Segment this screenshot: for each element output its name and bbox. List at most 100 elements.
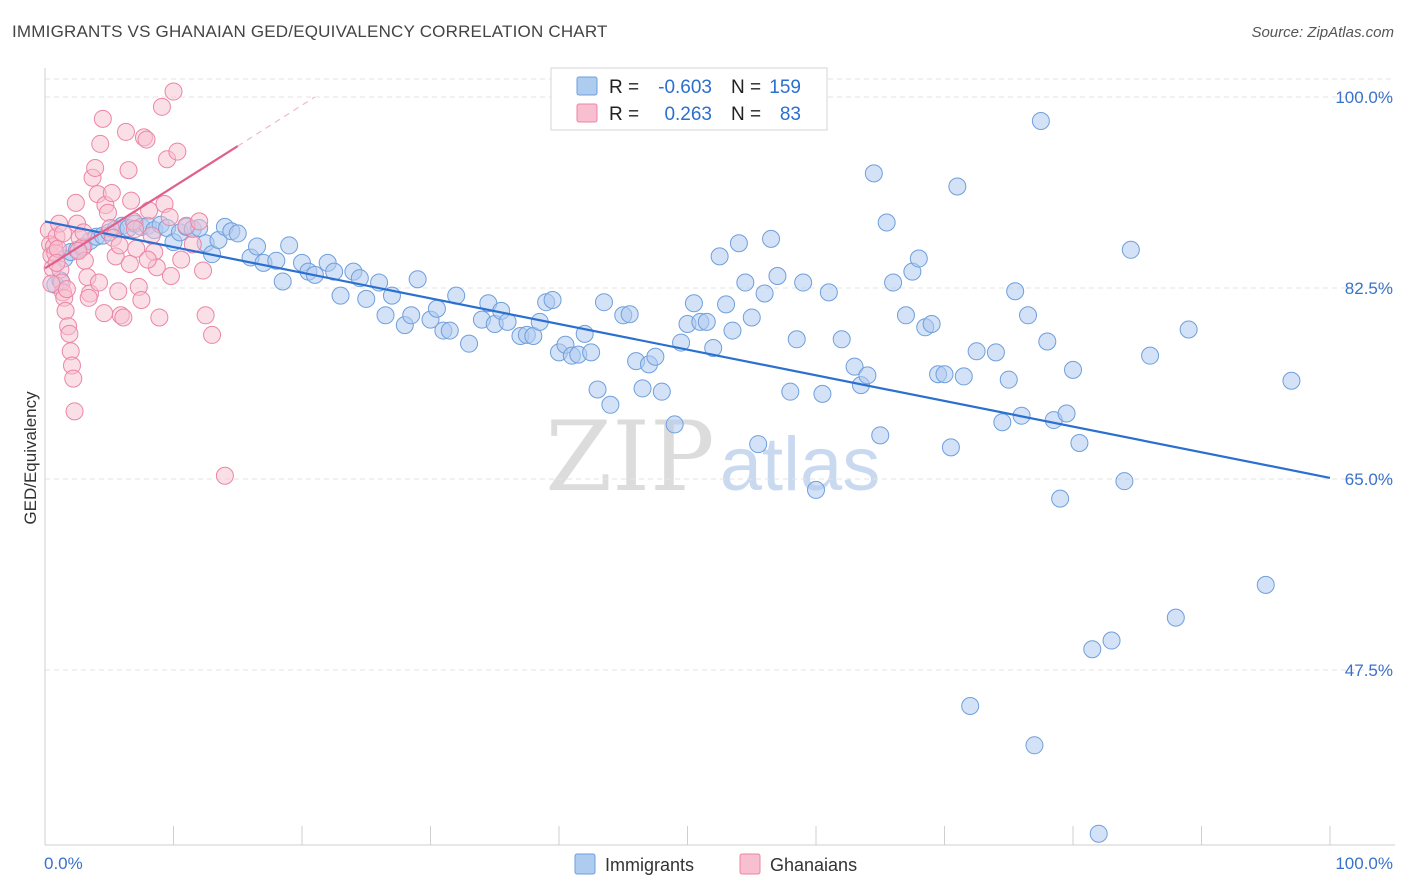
legend-r-value-2: 0.263 [664,104,712,125]
legend-immigrants-swatch [574,853,596,875]
ghanaians-point [125,220,144,239]
legend-ghanaians-swatch [739,853,761,875]
immigrants-point [652,382,671,401]
immigrants-points [46,112,1301,843]
ghanaians-points [39,82,234,485]
legend-ghanaians-label: Ghanaians [770,855,857,875]
immigrants-point [954,367,973,386]
immigrants-point [601,395,620,414]
axes: 100.0% 82.5% 65.0% 47.5% 0.0% 100.0% [44,68,1395,873]
immigrants-point [736,273,755,292]
ghanaians-point [164,82,183,101]
x-tick-label-max: 100.0% [1335,854,1393,873]
immigrants-point [273,272,292,291]
legend-immigrants-label: Immigrants [605,855,694,875]
ghanaians-point [42,274,61,293]
immigrants-point [633,379,652,398]
immigrants-point [1141,346,1160,365]
ghanaians-point [102,184,121,203]
ghanaians-point [93,109,112,128]
immigrants-point [922,315,941,334]
source-label: Source: ZipAtlas.com [1251,24,1394,41]
chart-title: IMMIGRANTS VS GHANAIAN GED/EQUIVALENCY C… [12,22,608,41]
ghanaians-point [168,142,187,161]
immigrants-point [684,294,703,313]
immigrants-point [376,306,395,325]
immigrants-point [807,480,825,499]
series-legend: Immigrants Ghanaians [574,853,857,875]
immigrants-point [755,284,774,303]
ghanaians-point [114,308,133,327]
immigrants-point [1006,282,1025,301]
immigrants-point [794,273,813,292]
immigrants-point [357,289,376,308]
immigrants-point [228,224,247,243]
immigrants-point [620,305,639,324]
immigrants-point [1102,631,1121,650]
immigrants-point [588,380,607,399]
immigrants-point [594,293,613,312]
ghanaians-point [122,191,141,210]
immigrants-point [768,266,787,285]
ghanaians-point [98,203,117,222]
gridlines [45,78,1395,671]
stats-legend: R = -0.603 N = 159 R = 0.263 N = 83 [550,67,828,131]
immigrants-point [941,438,960,457]
immigrants-point [710,247,729,266]
immigrants-swatch [576,76,598,96]
immigrants-point [704,339,723,358]
immigrants-point [742,308,761,327]
immigrants-point [909,249,928,268]
immigrants-point [723,321,742,340]
ghanaians-point [160,208,179,227]
ghanaians-point [65,402,84,421]
ghanaians-point [53,224,72,243]
immigrants-point [935,365,954,384]
ghanaians-point [57,280,76,299]
ghanaians-point [56,301,75,320]
immigrants-point [813,384,832,403]
immigrants-point [1083,640,1102,659]
ghanaians-swatch [576,103,598,123]
ghanaians-point [86,158,105,177]
ghanaians-point [74,223,93,242]
immigrants-point [331,286,350,305]
immigrants-point [665,415,684,434]
immigrants-point [1089,824,1108,843]
immigrants-point [729,234,748,253]
immigrants-point [832,330,851,349]
ghanaians-point [137,130,156,149]
watermark-zip: ZIP [545,401,714,513]
immigrants-point [948,177,967,196]
ghanaians-point [215,466,234,485]
ghanaians-point [132,291,151,310]
immigrants-point [1282,371,1301,390]
immigrants-point [819,283,838,302]
watermark-atlas: atlas [720,422,881,507]
ghanaians-point [138,250,157,269]
ghanaians-point [172,250,191,269]
legend-n-label-1: N = [731,77,761,98]
immigrants-trend-line [44,220,1331,479]
ghanaians-point [161,266,180,285]
immigrants-point [402,306,421,325]
immigrants-point [877,213,896,232]
ghanaians-point [183,235,202,254]
legend-r-value-1: -0.603 [658,77,712,98]
immigrants-point [1166,608,1185,627]
immigrants-point [762,229,781,248]
ghanaians-point [69,241,88,260]
immigrants-point [1031,112,1050,131]
y-tick-label: 65.0% [1345,470,1393,489]
immigrants-point [986,343,1005,362]
immigrants-point [1179,320,1198,339]
immigrants-point [967,342,986,361]
trend-lines [44,96,1331,479]
immigrants-point [999,370,1018,389]
immigrants-point [1025,736,1044,755]
immigrants-point [781,382,800,401]
immigrants-point [871,426,890,445]
immigrants-point [543,291,562,310]
ghanaians-point [95,304,114,323]
ghanaians-point [110,236,129,255]
